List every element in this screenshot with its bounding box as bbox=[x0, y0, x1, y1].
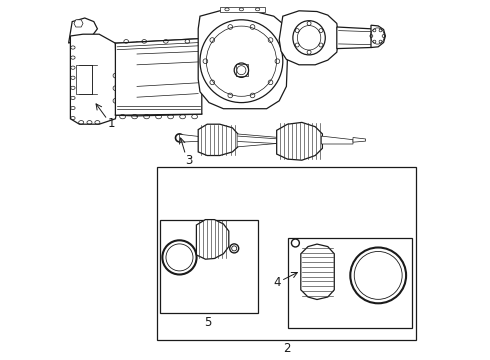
Bar bbox=[160, 220, 258, 313]
Ellipse shape bbox=[230, 244, 239, 253]
Polygon shape bbox=[337, 27, 378, 49]
Text: 3: 3 bbox=[186, 154, 193, 167]
Bar bbox=[236, 64, 248, 76]
Polygon shape bbox=[116, 39, 202, 115]
Polygon shape bbox=[74, 20, 83, 27]
Polygon shape bbox=[71, 34, 117, 124]
Ellipse shape bbox=[350, 248, 406, 303]
Text: 5: 5 bbox=[204, 316, 212, 329]
Polygon shape bbox=[220, 7, 265, 12]
Polygon shape bbox=[196, 220, 229, 259]
Text: 1: 1 bbox=[108, 117, 116, 130]
Ellipse shape bbox=[232, 246, 237, 251]
Polygon shape bbox=[371, 25, 386, 48]
Ellipse shape bbox=[292, 239, 299, 247]
Polygon shape bbox=[198, 124, 238, 156]
Polygon shape bbox=[301, 244, 334, 300]
Polygon shape bbox=[198, 11, 288, 109]
Bar bbox=[76, 65, 92, 94]
Bar bbox=[288, 238, 413, 328]
Polygon shape bbox=[237, 134, 279, 147]
Polygon shape bbox=[179, 134, 202, 142]
Polygon shape bbox=[321, 136, 353, 144]
Polygon shape bbox=[69, 18, 98, 43]
Text: 2: 2 bbox=[283, 342, 290, 355]
Ellipse shape bbox=[162, 240, 196, 275]
Polygon shape bbox=[277, 122, 322, 160]
Text: 4: 4 bbox=[273, 276, 281, 289]
Polygon shape bbox=[279, 11, 339, 65]
Bar bbox=[157, 167, 416, 340]
Ellipse shape bbox=[354, 252, 402, 300]
Ellipse shape bbox=[166, 244, 193, 271]
Polygon shape bbox=[353, 138, 366, 142]
